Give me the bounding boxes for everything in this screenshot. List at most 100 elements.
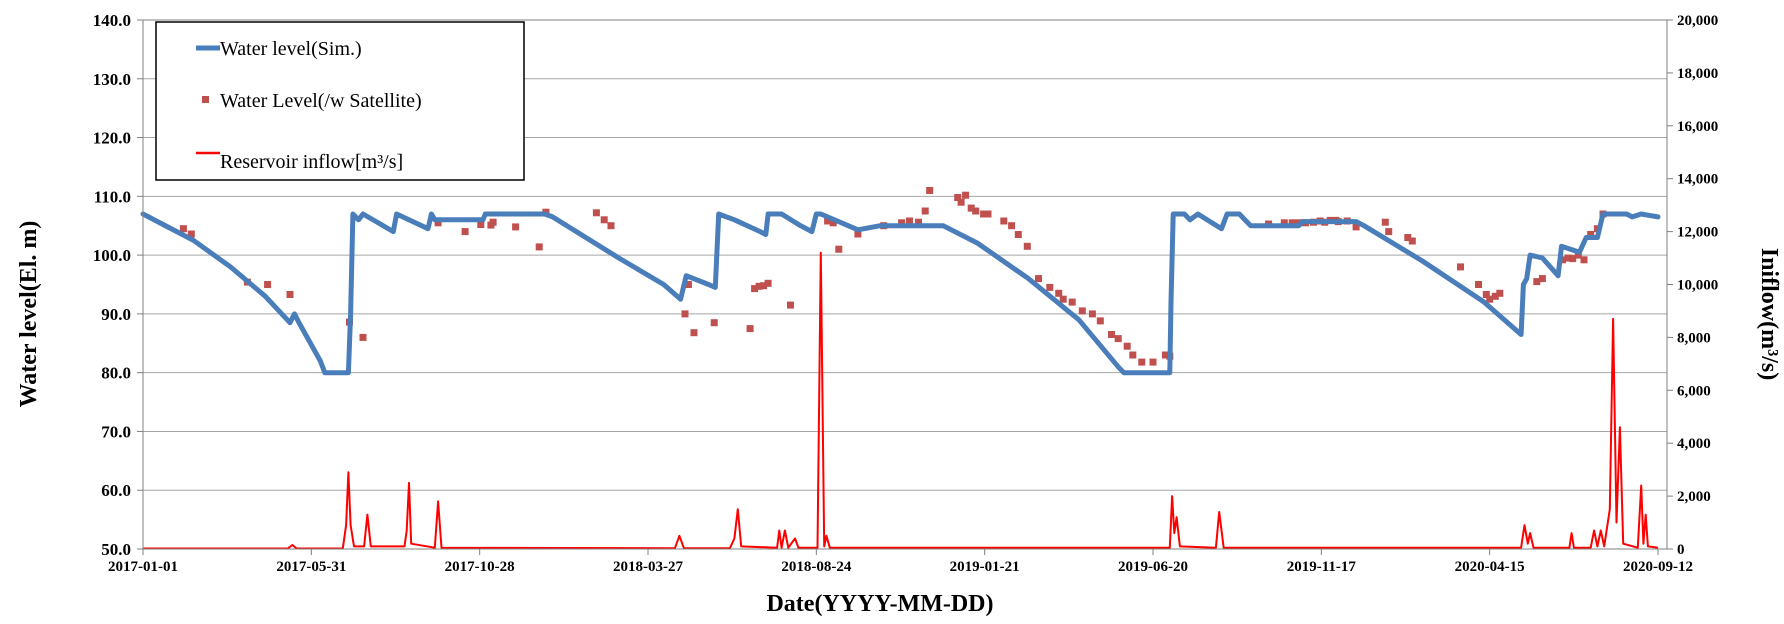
- y-axis-title: Water level(El. m): [16, 221, 42, 408]
- y-tick-label: 130.0: [93, 70, 131, 89]
- x-tick-label: 2019-06-20: [1118, 559, 1188, 575]
- satellite-point: [179, 225, 187, 233]
- legend: Water level(Sim.) Water Level(/w Satelli…: [155, 21, 525, 181]
- x-tick-label: 2019-11-17: [1287, 559, 1357, 575]
- x-tick-label: 2017-10-28: [445, 559, 515, 575]
- satellite-point: [1569, 255, 1577, 263]
- satellite-point: [187, 230, 195, 238]
- satellite-point: [957, 198, 965, 206]
- satellite-point: [751, 285, 759, 293]
- satellite-point: [755, 282, 763, 290]
- series-layer: [140, 187, 1661, 550]
- satellite-point: [764, 279, 772, 287]
- x-tick-label: 2020-09-12: [1623, 559, 1693, 575]
- satellite-point: [710, 319, 718, 327]
- x-tick-label: 2018-03-27: [613, 559, 683, 575]
- y2-tick-label: 4,000: [1677, 436, 1711, 452]
- satellite-point: [1078, 307, 1086, 315]
- y-tick-label: 70.0: [101, 422, 131, 441]
- y2-tick-label: 2,000: [1677, 489, 1711, 505]
- satellite-point: [286, 291, 294, 298]
- satellite-point: [1587, 231, 1595, 238]
- satellite-point: [1288, 219, 1296, 227]
- satellite-point: [915, 218, 922, 226]
- legend-label-sat: Water Level(/w Satellite): [220, 90, 422, 112]
- y2-tick-label: 6,000: [1677, 383, 1711, 399]
- satellite-point: [1491, 292, 1499, 300]
- y-tick-label: 60.0: [101, 481, 131, 500]
- satellite-point: [1580, 256, 1588, 264]
- satellite-point: [906, 217, 913, 225]
- satellite-point: [1068, 298, 1076, 306]
- y-tick-label: 80.0: [101, 364, 131, 383]
- y2-axis-title: Iniflow(m³/s): [1756, 248, 1782, 381]
- satellite-point: [1055, 289, 1063, 297]
- satellite-point: [787, 301, 794, 309]
- series-line-water-level-sim: [140, 211, 1661, 376]
- satellite-point: [921, 207, 929, 215]
- satellite-point: [684, 281, 692, 288]
- legend-label-inflow: Reservoir inflow[m³/s]: [220, 151, 403, 173]
- y-tick-label: 50.0: [101, 540, 131, 559]
- y2-tick-label: 18,000: [1677, 66, 1718, 82]
- satellite-point: [829, 219, 837, 227]
- y2-tick-label: 10,000: [1677, 278, 1718, 294]
- satellite-point: [1108, 331, 1115, 338]
- satellite-point: [926, 187, 934, 194]
- satellite-point: [477, 221, 485, 228]
- satellite-point: [359, 333, 367, 341]
- x-tick-label: 2018-08-24: [781, 559, 851, 575]
- satellite-point: [984, 210, 992, 218]
- satellite-point: [690, 329, 698, 337]
- satellite-point: [1046, 283, 1054, 291]
- satellite-point: [967, 204, 975, 212]
- satellite-point: [1114, 335, 1122, 343]
- satellite-point: [489, 218, 497, 226]
- satellite-point: [760, 282, 768, 290]
- satellite-point: [854, 230, 862, 238]
- y2-tick-label: 14,000: [1677, 172, 1718, 188]
- satellite-point: [1559, 256, 1567, 264]
- y-tick-label: 90.0: [101, 305, 131, 324]
- satellite-point: [1404, 234, 1412, 241]
- satellite-point: [434, 219, 442, 227]
- satellite-point: [1408, 237, 1416, 245]
- satellite-point: [264, 281, 272, 288]
- satellite-point: [1564, 254, 1572, 262]
- satellite-point: [461, 228, 469, 236]
- x-tick-label: 2017-01-01: [108, 559, 178, 575]
- y2-tick-label: 0: [1677, 542, 1685, 558]
- satellite-point: [1138, 358, 1146, 366]
- y-tick-label: 100.0: [93, 246, 131, 265]
- satellite-point: [1475, 281, 1482, 288]
- satellite-point: [962, 191, 970, 199]
- satellite-point: [1000, 217, 1008, 225]
- satellite-point: [954, 194, 962, 201]
- satellite-point: [1161, 351, 1169, 359]
- satellite-point: [980, 210, 988, 218]
- x-axis-title: Date(YYYY-MM-DD): [766, 591, 993, 617]
- satellite-point: [600, 216, 608, 224]
- satellite-point: [1496, 289, 1504, 297]
- y2-tick-label: 12,000: [1677, 225, 1718, 241]
- satellite-point: [1385, 228, 1393, 236]
- satellite-point: [898, 219, 906, 227]
- satellite-point: [824, 217, 832, 225]
- satellite-point: [1280, 219, 1288, 227]
- satellite-point: [972, 207, 980, 215]
- satellite-point: [1482, 291, 1490, 298]
- y2-tick-label: 16,000: [1677, 119, 1718, 135]
- satellite-point: [1533, 278, 1541, 286]
- y2-tick-label: 8,000: [1677, 330, 1711, 346]
- y-tick-label: 140.0: [93, 11, 131, 30]
- satellite-point: [746, 325, 754, 333]
- legend-label-sim: Water level(Sim.): [220, 38, 362, 60]
- satellite-point: [835, 245, 843, 253]
- x-tick-label: 2019-01-21: [950, 559, 1020, 575]
- satellite-point: [1381, 218, 1389, 226]
- satellite-point: [1457, 263, 1464, 271]
- satellite-point: [1059, 295, 1067, 303]
- series-line-reservoir-inflow: [143, 251, 1659, 550]
- satellite-point: [1486, 295, 1494, 303]
